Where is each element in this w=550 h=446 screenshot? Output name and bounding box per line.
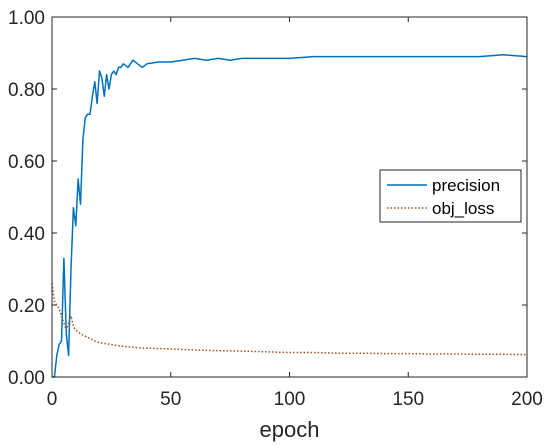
- x-tick-label: 150: [392, 389, 424, 410]
- x-axis-label: epoch: [260, 417, 320, 442]
- y-tick-label: 0.60: [8, 152, 45, 173]
- legend-label-precision: precision: [432, 176, 500, 195]
- y-axis-ticks: 0.00 0.20 0.40 0.60 0.80 1.00: [8, 8, 527, 389]
- x-tick-label: 200: [511, 389, 543, 410]
- y-tick-label: 0.00: [8, 368, 45, 389]
- x-tick-label: 100: [274, 389, 306, 410]
- legend: precision obj_loss: [379, 169, 522, 223]
- series-line-obj-loss: [51, 283, 528, 356]
- legend-label-obj-loss: obj_loss: [432, 199, 494, 218]
- y-tick-label: 0.40: [8, 224, 45, 245]
- x-axis-ticks: 0 50 100 150 200: [47, 17, 543, 410]
- y-tick-label: 0.20: [8, 296, 45, 317]
- y-tick-label: 1.00: [8, 8, 45, 29]
- x-tick-label: 50: [160, 389, 181, 410]
- plot-frame: [51, 16, 528, 378]
- series-layer: [51, 54, 528, 378]
- legend-box: [379, 169, 522, 223]
- y-tick-label: 0.80: [8, 80, 45, 101]
- x-tick-label: 0: [47, 389, 58, 410]
- series-line-precision: [52, 54, 528, 378]
